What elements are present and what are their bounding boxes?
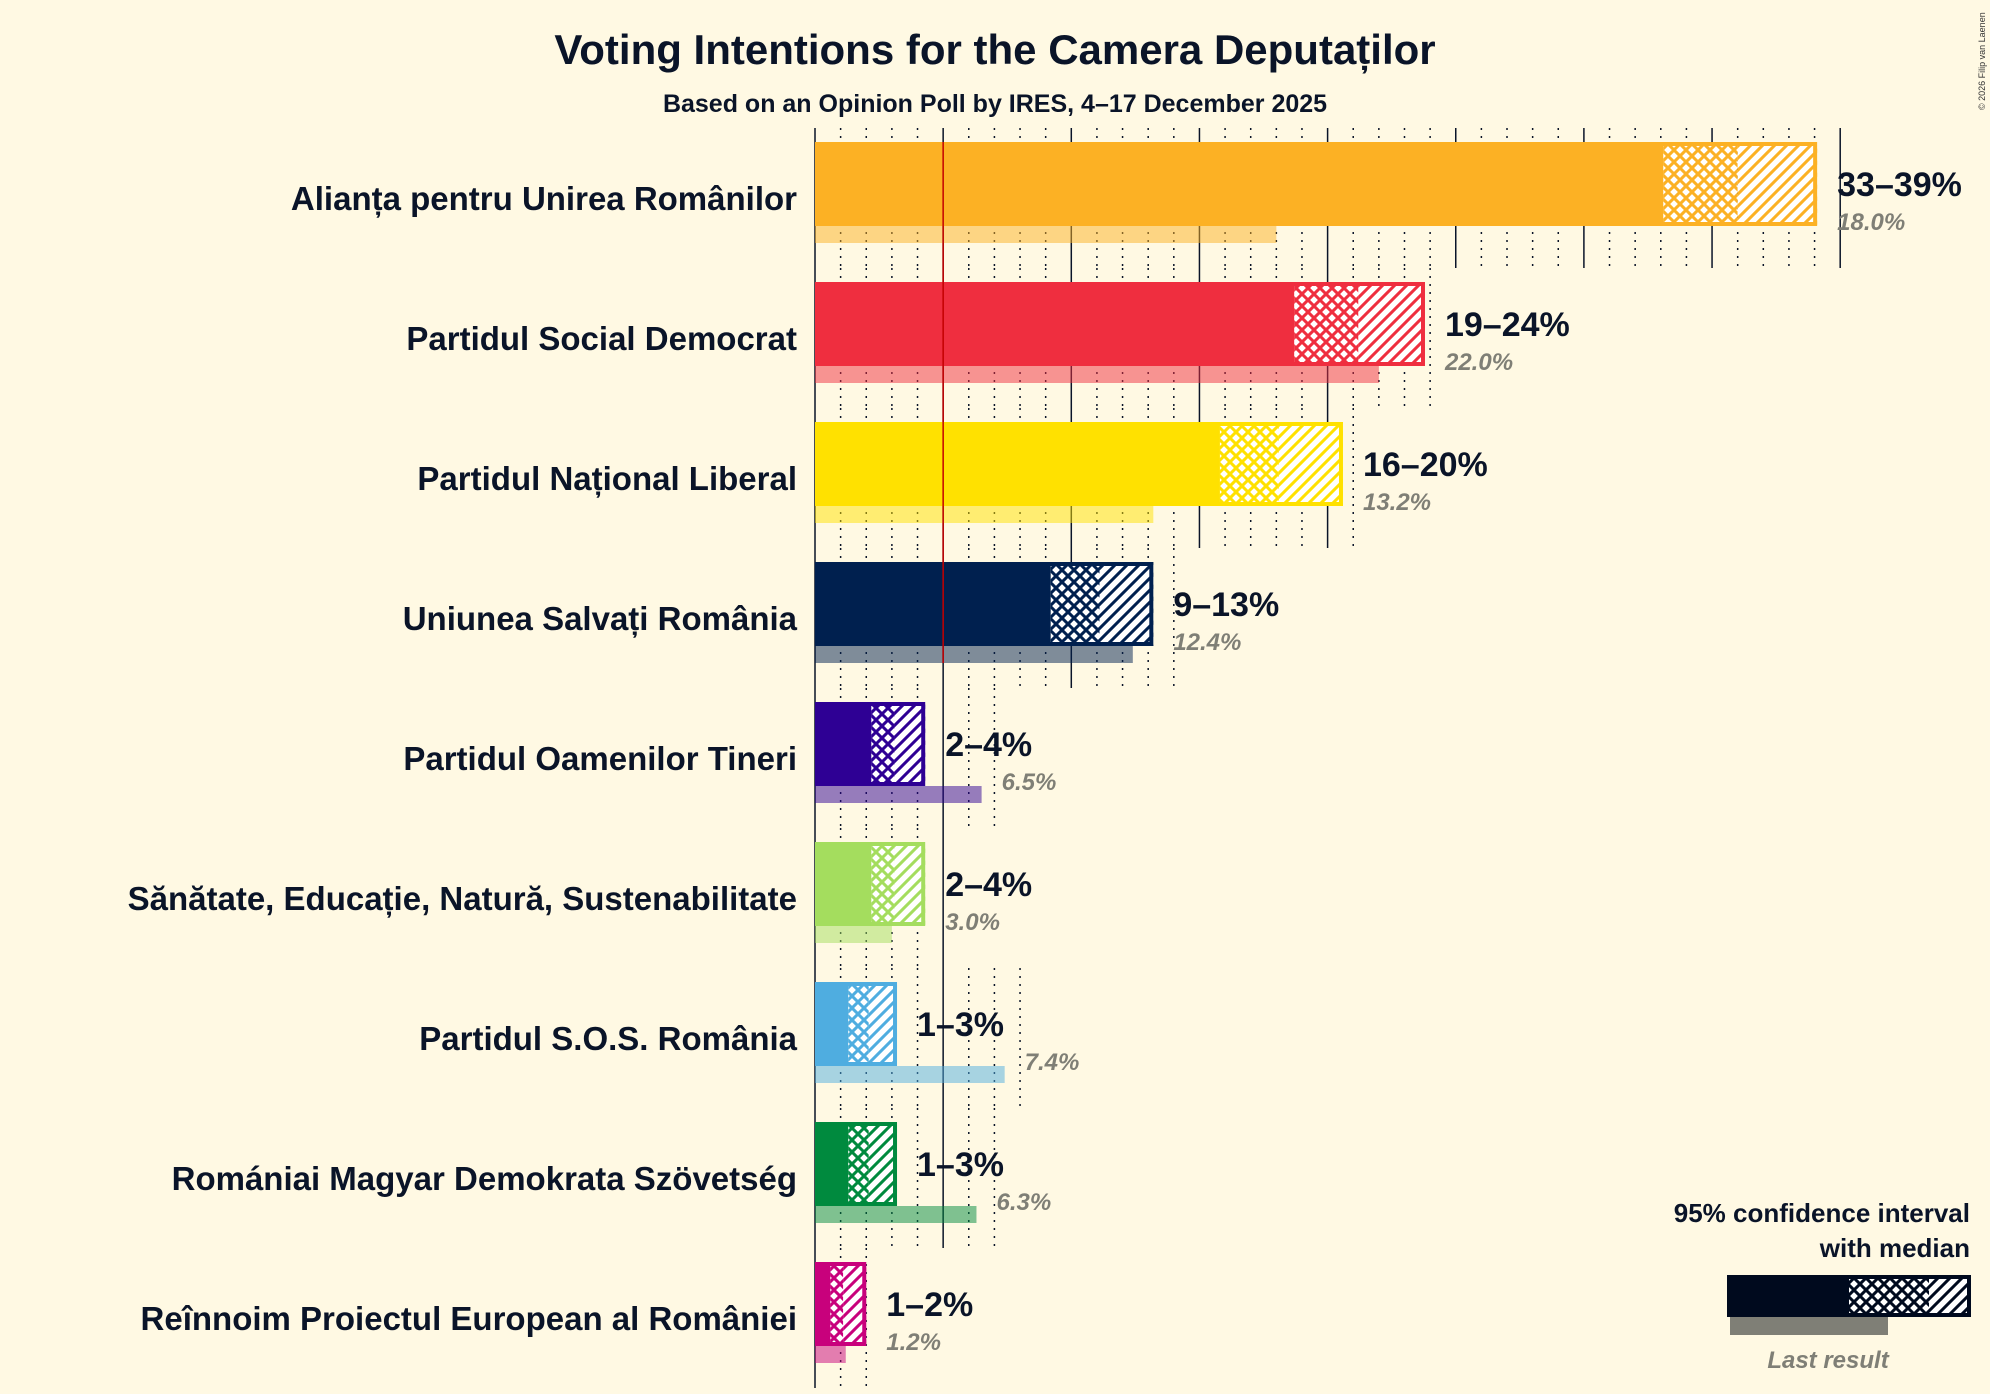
last-result-bar: [815, 786, 982, 803]
party-row: Uniunea Salvați România 9–13% 12.4%: [403, 548, 1279, 688]
ci-solid-bar: [815, 1122, 849, 1206]
chart-subtitle: Based on an Opinion Poll by IRES, 4–17 D…: [663, 90, 1327, 118]
ci-upper-half-bar: [843, 1262, 867, 1346]
party-label: Alianța pentru Unirea Românilor: [291, 180, 797, 218]
last-result-label: 1.2%: [886, 1329, 941, 1356]
ci-outline: [815, 142, 1818, 226]
last-result-bar: [815, 366, 1379, 383]
last-result-bar: [815, 226, 1277, 243]
legend-line2: with median: [1819, 1233, 1970, 1263]
legend-crosshatch-bar: [1849, 1275, 1929, 1317]
party-row: Partidul Social Democrat 19–24% 22.0%: [406, 268, 1570, 408]
ci-lower-half-bar: [848, 1122, 869, 1206]
party-row: Partidul S.O.S. România 1–3% 7.4%: [419, 968, 1079, 1108]
range-label: 1–3%: [917, 1006, 1004, 1044]
ci-upper-half-bar: [1278, 422, 1343, 506]
ci-lower-half-bar: [1050, 562, 1100, 646]
last-result-bar: [815, 1206, 977, 1223]
last-result-label: 6.3%: [996, 1189, 1051, 1216]
range-label: 16–20%: [1363, 446, 1488, 484]
ci-outline: [815, 842, 926, 926]
party-label: Romániai Magyar Demokrata Szövetség: [172, 1160, 797, 1197]
ci-lower-half-bar: [871, 842, 895, 926]
bars-group: Alianța pentru Unirea Românilor 33–39% 18.…: [128, 128, 1962, 1388]
last-result-label: 13.2%: [1363, 489, 1431, 516]
party-row: Sănătate, Educație, Natură, Sustenabilit…: [128, 828, 1032, 968]
legend: 95% confidence interval with median Last…: [1674, 1198, 1971, 1374]
last-result-label: 18.0%: [1837, 209, 1905, 236]
ci-upper-half-bar: [894, 842, 926, 926]
range-label: 33–39%: [1837, 166, 1962, 204]
last-result-bar: [815, 1066, 1005, 1083]
ci-solid-bar: [815, 142, 1664, 226]
ci-upper-half-bar: [1737, 142, 1818, 226]
legend-line1: 95% confidence interval: [1674, 1198, 1970, 1228]
last-result-label: 6.5%: [1002, 769, 1057, 796]
legend-solid-bar: [1727, 1275, 1849, 1317]
ci-solid-bar: [815, 702, 872, 786]
ci-solid-bar: [815, 422, 1220, 506]
legend-last-result: Last result: [1767, 1347, 1889, 1374]
last-result-label: 7.4%: [1025, 1049, 1080, 1076]
ci-solid-bar: [815, 982, 849, 1066]
party-label: Partidul Oamenilor Tineri: [403, 740, 797, 777]
range-label: 9–13%: [1173, 586, 1279, 624]
copyright: © 2026 Filip van Laenen: [1977, 12, 1987, 110]
party-row: Partidul Național Liberal 16–20% 13.2%: [417, 408, 1488, 548]
party-row: Reînnoim Proiectul European al României 1…: [141, 1248, 973, 1388]
ci-lower-half-bar: [848, 982, 869, 1066]
party-row: Partidul Oamenilor Tineri 2–4% 6.5%: [403, 688, 1056, 828]
chart-title: Voting Intentions for the Camera Deputaț…: [554, 26, 1435, 74]
party-label: Partidul Național Liberal: [417, 460, 797, 498]
party-row: Romániai Magyar Demokrata Szövetség 1–3% 6…: [172, 1108, 1051, 1248]
ci-upper-half-bar: [868, 982, 898, 1066]
ci-lower-half-bar: [1219, 422, 1279, 506]
ci-outline: [815, 1262, 867, 1346]
last-result-label: 22.0%: [1444, 349, 1513, 376]
last-result-label: 3.0%: [945, 909, 1000, 936]
ci-outline: [815, 282, 1425, 366]
ci-solid-bar: [815, 562, 1051, 646]
ci-lower-half-bar: [871, 702, 895, 786]
ci-upper-half-bar: [868, 1122, 898, 1206]
party-row: Alianța pentru Unirea Românilor 33–39% 18.…: [291, 128, 1962, 268]
legend-last-result-bar: [1730, 1317, 1888, 1335]
party-label: Reînnoim Proiectul European al României: [141, 1300, 797, 1337]
ci-outline: [815, 982, 898, 1066]
ci-upper-half-bar: [1358, 282, 1425, 366]
last-result-bar: [815, 926, 892, 943]
ci-upper-half-bar: [894, 702, 926, 786]
party-label: Uniunea Salvați România: [403, 600, 798, 638]
last-result-bar: [815, 506, 1154, 523]
ci-solid-bar: [815, 842, 872, 926]
ci-upper-half-bar: [1099, 562, 1154, 646]
range-label: 19–24%: [1445, 306, 1570, 344]
ci-outline: [815, 422, 1343, 506]
legend-outline: [1727, 1275, 1971, 1317]
range-label: 2–4%: [945, 866, 1032, 904]
ci-outline: [815, 562, 1154, 646]
ci-lower-half-bar: [830, 1262, 844, 1346]
ci-outline: [815, 702, 926, 786]
last-result-bar: [815, 646, 1133, 663]
range-label: 1–3%: [917, 1146, 1004, 1184]
ci-outline: [815, 1122, 898, 1206]
range-label: 2–4%: [945, 726, 1032, 764]
range-label: 1–2%: [886, 1286, 973, 1324]
legend-hatch-bar: [1929, 1275, 1971, 1317]
ci-lower-half-bar: [1294, 282, 1359, 366]
party-label: Partidul S.O.S. România: [419, 1020, 797, 1057]
ci-solid-bar: [815, 282, 1295, 366]
party-label: Partidul Social Democrat: [406, 320, 797, 357]
party-label: Sănătate, Educație, Natură, Sustenabilit…: [128, 880, 797, 918]
ci-lower-half-bar: [1663, 142, 1738, 226]
last-result-bar: [815, 1346, 846, 1363]
last-result-label: 12.4%: [1173, 629, 1241, 656]
